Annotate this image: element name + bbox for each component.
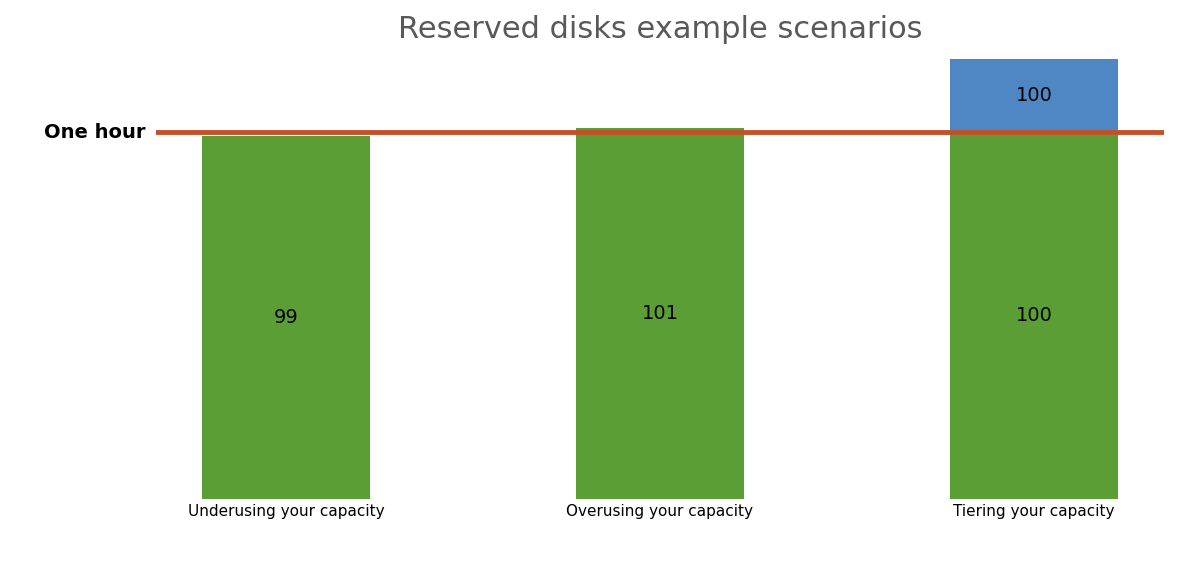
Bar xyxy=(950,132,1118,499)
Text: 100: 100 xyxy=(1015,306,1052,325)
Text: One hour: One hour xyxy=(44,123,146,141)
Text: 100: 100 xyxy=(1015,86,1052,105)
Bar xyxy=(950,0,1118,132)
Text: 101: 101 xyxy=(642,304,678,323)
Text: 99: 99 xyxy=(274,308,299,327)
Bar xyxy=(576,129,744,499)
Bar xyxy=(202,136,370,499)
Title: Reserved disks example scenarios: Reserved disks example scenarios xyxy=(397,15,923,44)
